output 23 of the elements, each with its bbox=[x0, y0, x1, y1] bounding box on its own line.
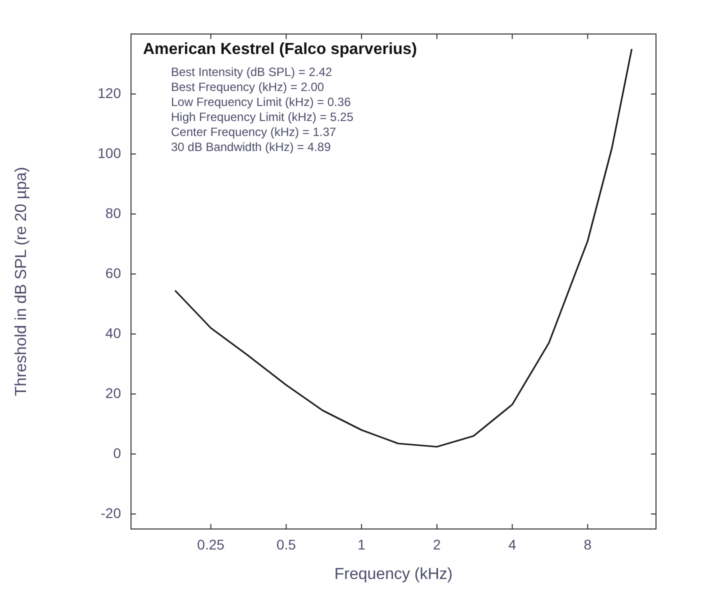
y-tick-label: 100 bbox=[98, 144, 122, 161]
x-tick-label: 0.5 bbox=[276, 536, 296, 552]
y-tick-label: 60 bbox=[105, 264, 122, 281]
x-tick-label: 8 bbox=[584, 536, 592, 552]
y-tick-label: 40 bbox=[105, 324, 122, 341]
y-tick-label: -20 bbox=[100, 504, 122, 521]
x-tick-label: 1 bbox=[358, 536, 366, 552]
annotation: Center Frequency (kHz) = 1.37 bbox=[171, 125, 336, 139]
x-tick-label: 0.25 bbox=[197, 536, 225, 552]
x-axis-title: Frequency (kHz) bbox=[334, 566, 453, 583]
annotation: Best Frequency (kHz) = 2.00 bbox=[171, 80, 324, 94]
y-tick-label: 0 bbox=[113, 444, 122, 461]
annotation: Low Frequency Limit (kHz) = 0.36 bbox=[171, 95, 352, 109]
annotation: Best Intensity (dB SPL) = 2.42 bbox=[171, 65, 332, 79]
x-tick-label: 2 bbox=[433, 536, 442, 552]
y-tick-label: 120 bbox=[98, 84, 122, 101]
x-tick-label: 4 bbox=[508, 536, 516, 552]
y-tick-label: 20 bbox=[105, 384, 122, 401]
annotation: High Frequency Limit (kHz) = 5.25 bbox=[171, 110, 354, 124]
annotation: 30 dB Bandwidth (kHz) = 4.89 bbox=[171, 140, 332, 154]
chart-title: American Kestrel (Falco sparverius) bbox=[143, 41, 417, 58]
y-tick-label: 80 bbox=[105, 204, 122, 221]
y-axis-title: Threshold in dB SPL (re 20 µpa) bbox=[13, 166, 30, 396]
